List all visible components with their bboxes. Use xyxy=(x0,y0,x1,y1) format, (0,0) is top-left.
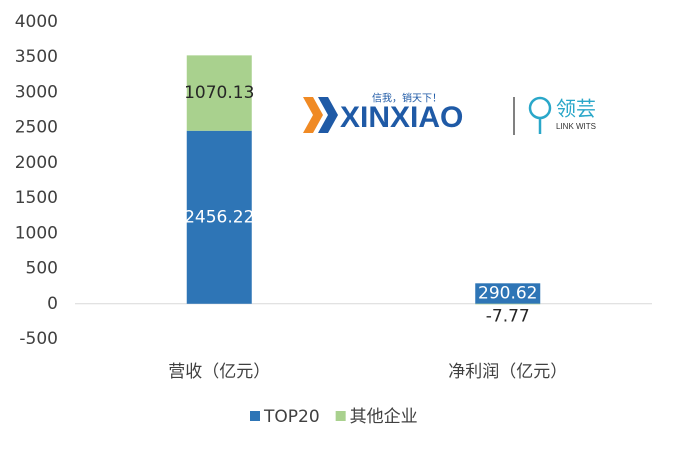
data-label: -7.77 xyxy=(486,306,530,326)
legend-label: TOP20 xyxy=(263,407,320,427)
y-tick-label: 1000 xyxy=(15,223,58,243)
bar-segment xyxy=(186,55,252,131)
logo: XINXIAO 信我，销天下！ 领芸 LINK WITS xyxy=(303,92,596,135)
logo-partner: 领芸 xyxy=(556,97,596,120)
x-tick-label: 净利润（亿元） xyxy=(448,362,567,382)
y-tick-label: 2000 xyxy=(15,153,58,173)
y-tick-label: -500 xyxy=(19,329,58,349)
y-tick-label: 4000 xyxy=(15,12,58,32)
bar-segment xyxy=(186,130,252,304)
logo-partner-en: LINK WITS xyxy=(556,122,596,131)
data-label: 290.62 xyxy=(478,284,537,304)
y-tick-label: 3000 xyxy=(15,82,58,102)
bar-segment xyxy=(475,283,541,304)
y-tick-label: 2500 xyxy=(15,118,58,138)
legend-swatch xyxy=(250,411,260,421)
data-label: 2456.22 xyxy=(184,207,254,227)
y-tick-label: 0 xyxy=(47,294,58,314)
y-tick-label: 1500 xyxy=(15,188,58,208)
bar-segment xyxy=(475,303,541,305)
legend-label: 其他企业 xyxy=(350,407,418,427)
y-tick-label: 500 xyxy=(26,259,58,279)
logo-arrow xyxy=(318,97,338,133)
logo-icon xyxy=(528,96,552,120)
x-tick-label: 营收（亿元） xyxy=(168,362,270,382)
y-tick-label: 3500 xyxy=(15,47,58,67)
data-label: 1070.13 xyxy=(184,83,254,103)
logo-slogan: 信我，销天下！ xyxy=(372,92,442,105)
logo-arrow xyxy=(303,97,323,133)
legend-swatch xyxy=(335,411,346,421)
logo-brand: XINXIAO xyxy=(340,101,463,134)
